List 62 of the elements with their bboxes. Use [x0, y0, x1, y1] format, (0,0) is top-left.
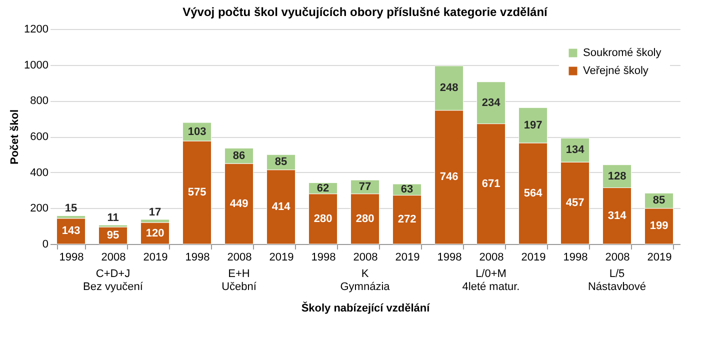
data-label: 314 — [608, 210, 628, 222]
legend-label: Soukromé školy — [583, 47, 662, 59]
y-tick-label: 600 — [30, 131, 48, 143]
y-tick-label: 1200 — [24, 24, 48, 36]
text: C+D+J Bez vyučení — [83, 268, 144, 293]
x-tick-label: 2008 — [479, 252, 504, 264]
data-label: 575 — [188, 186, 206, 198]
data-label: 272 — [398, 214, 416, 226]
y-tick-label: 200 — [30, 202, 48, 215]
data-label: 86 — [232, 150, 246, 162]
text: L/0+M 4leté matur. — [462, 268, 520, 293]
x-tick-label: 2019 — [647, 252, 672, 264]
data-label: 103 — [188, 126, 206, 138]
data-label: 280 — [314, 212, 332, 225]
x-tick-label: 1998 — [311, 252, 336, 264]
data-label: 85 — [274, 156, 288, 168]
data-label: 15 — [64, 202, 78, 215]
x-tick-label: 2008 — [353, 252, 378, 264]
data-label: 62 — [316, 182, 330, 194]
data-label: 95 — [106, 229, 120, 242]
x-tick-label: 2019 — [521, 252, 546, 264]
legend-label: Veřejné školy — [583, 65, 649, 77]
data-label: 449 — [230, 198, 248, 210]
y-tick-label: 0 — [42, 238, 48, 250]
data-label: 564 — [524, 187, 544, 200]
text: L/5 Nástavbové — [588, 268, 646, 293]
x-tick-label: 1998 — [185, 252, 210, 264]
data-label: 63 — [400, 184, 414, 196]
data-label: 197 — [524, 119, 542, 132]
x-tick-label: 1998 — [59, 252, 84, 264]
data-label: 746 — [440, 171, 458, 184]
data-label: 77 — [358, 180, 372, 193]
x-tick-label: 1998 — [563, 252, 588, 264]
y-tick-label: 1000 — [24, 59, 48, 72]
data-label: 457 — [566, 197, 584, 210]
data-label: 414 — [272, 200, 292, 213]
data-label: 120 — [146, 227, 164, 240]
text: K Gymnázia — [340, 268, 391, 293]
x-tick-label: 2019 — [143, 252, 168, 264]
data-label: 234 — [482, 96, 502, 109]
data-label: 248 — [440, 82, 458, 94]
x-tick-label: 2019 — [395, 252, 420, 264]
data-label: 671 — [482, 178, 500, 190]
data-label: 199 — [650, 220, 668, 232]
x-tick-label: 2008 — [227, 252, 252, 264]
text: E+H Učební — [222, 268, 258, 293]
data-label: 134 — [566, 144, 586, 156]
x-axis-title: Školy nabízející vzdělání — [301, 302, 431, 314]
y-axis-title: Počet škol — [9, 109, 22, 165]
data-label: 17 — [148, 206, 162, 218]
x-tick-label: 2008 — [605, 252, 630, 264]
data-label: 280 — [356, 212, 374, 225]
x-tick-label: 2008 — [101, 252, 126, 264]
y-tick-label: 800 — [30, 95, 48, 108]
x-tick-label: 1998 — [437, 252, 462, 264]
data-label: 85 — [652, 194, 666, 207]
chart-title: Vývoj počtu škol vyučujících obory příslušné kategorie vzdělání — [182, 5, 548, 19]
data-label: 143 — [62, 225, 80, 238]
data-label: 11 — [107, 212, 119, 224]
data-label: 128 — [608, 170, 626, 182]
x-tick-label: 2019 — [269, 252, 294, 264]
y-tick-label: 400 — [30, 166, 48, 179]
